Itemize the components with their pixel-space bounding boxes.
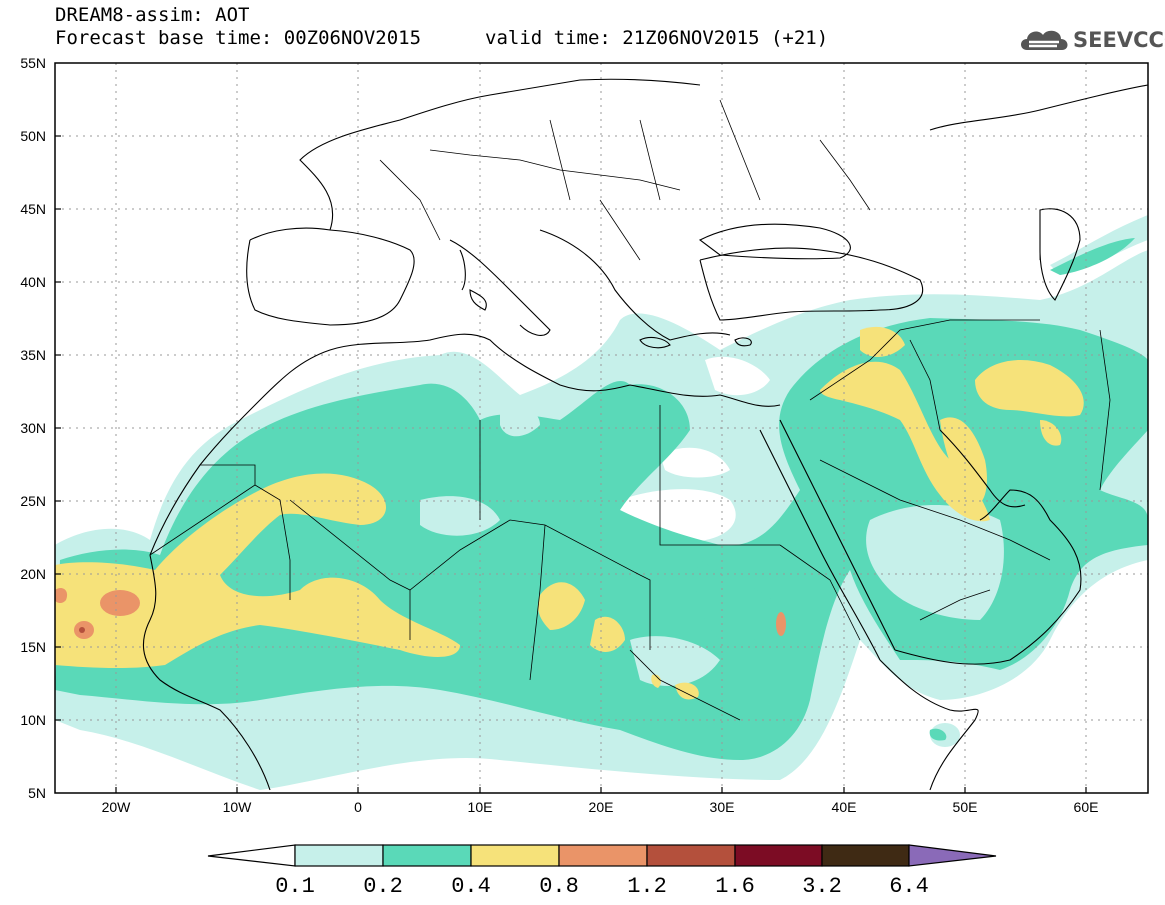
lat-label-55n: 55N bbox=[20, 55, 46, 71]
lat-label-30n: 30N bbox=[20, 420, 46, 436]
legend-label: 0.8 bbox=[539, 874, 579, 899]
cloud-icon bbox=[1021, 30, 1068, 50]
coastlines bbox=[142, 78, 1148, 791]
legend-label: 6.4 bbox=[889, 874, 929, 899]
legend-label: 3.2 bbox=[802, 874, 842, 899]
lon-label-20w: 20W bbox=[102, 799, 132, 815]
legend-arrow-low bbox=[207, 844, 296, 867]
legend-label: 0.2 bbox=[363, 874, 403, 899]
legend-label: 1.6 bbox=[715, 874, 755, 899]
forecast-base-time: Forecast base time: 00Z06NOV2015 bbox=[55, 27, 422, 49]
legend-swatch-5 bbox=[646, 844, 736, 867]
lon-label-10w: 10W bbox=[223, 799, 253, 815]
lat-label-5n: 5N bbox=[28, 785, 46, 801]
legend-label: 0.1 bbox=[275, 874, 315, 899]
lon-label-10e: 10E bbox=[468, 799, 493, 815]
lon-label-40e: 40E bbox=[832, 799, 857, 815]
lon-label-50e: 50E bbox=[953, 799, 978, 815]
legend-swatch-4 bbox=[558, 844, 648, 867]
tick-marks bbox=[55, 135, 1087, 793]
legend-label: 0.4 bbox=[451, 874, 491, 899]
seevccc-logo: SEEVCCC bbox=[1017, 22, 1165, 62]
lon-label-20e: 20E bbox=[589, 799, 614, 815]
lat-label-10n: 10N bbox=[20, 712, 46, 728]
map-title: DREAM8-assim: AOT bbox=[55, 4, 250, 26]
lat-label-45n: 45N bbox=[20, 201, 46, 217]
color-bar bbox=[207, 844, 997, 867]
legend-swatch-6 bbox=[734, 844, 823, 867]
lat-label-20n: 20N bbox=[20, 566, 46, 582]
borders bbox=[149, 99, 1111, 721]
lon-label-0: 0 bbox=[354, 799, 362, 815]
legend-swatch-7 bbox=[821, 844, 910, 867]
lat-label-50n: 50N bbox=[20, 128, 46, 144]
legend-label: 1.2 bbox=[627, 874, 667, 899]
lat-label-15n: 15N bbox=[20, 639, 46, 655]
legend-arrow-high bbox=[908, 844, 997, 867]
lat-label-35n: 35N bbox=[20, 347, 46, 363]
logo-text: SEEVCCC bbox=[1073, 28, 1165, 52]
lat-label-25n: 25N bbox=[20, 493, 46, 509]
legend-swatch-1 bbox=[294, 844, 384, 867]
lon-label-30e: 30E bbox=[710, 799, 735, 815]
valid-time: valid time: 21Z06NOV2015 (+21) bbox=[485, 27, 829, 49]
legend-swatch-2 bbox=[382, 844, 472, 867]
legend-swatch-3 bbox=[470, 844, 560, 867]
lon-label-60e: 60E bbox=[1074, 799, 1099, 815]
aot-field bbox=[55, 63, 1148, 793]
lat-label-40n: 40N bbox=[20, 274, 46, 290]
